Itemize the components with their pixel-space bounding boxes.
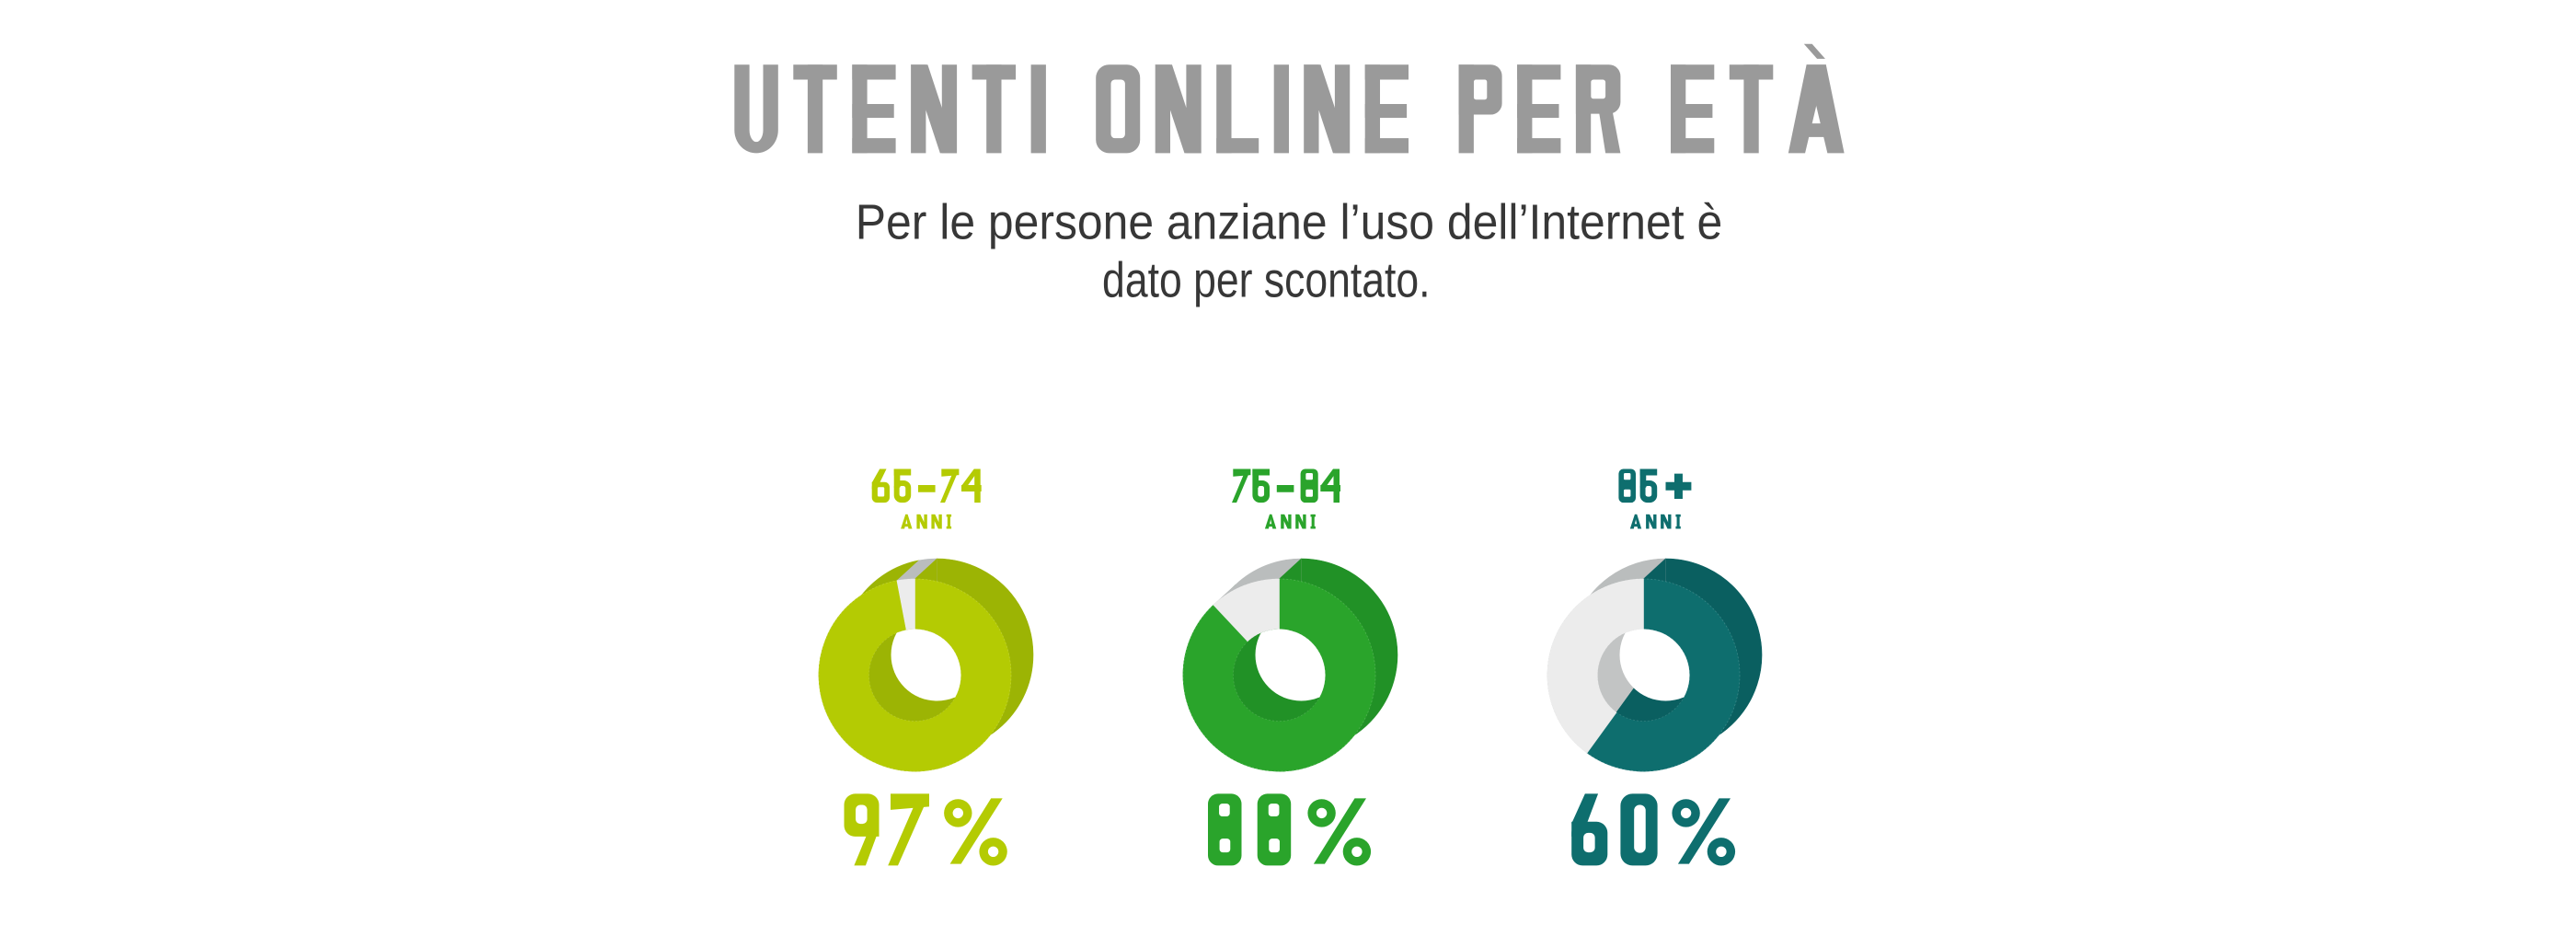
svg-text:dato per scontato.: dato per scontato. <box>1102 252 1431 307</box>
svg-text:Per le persone anziane l’uso d: Per le persone anziane l’uso dell’Intern… <box>856 195 1722 250</box>
